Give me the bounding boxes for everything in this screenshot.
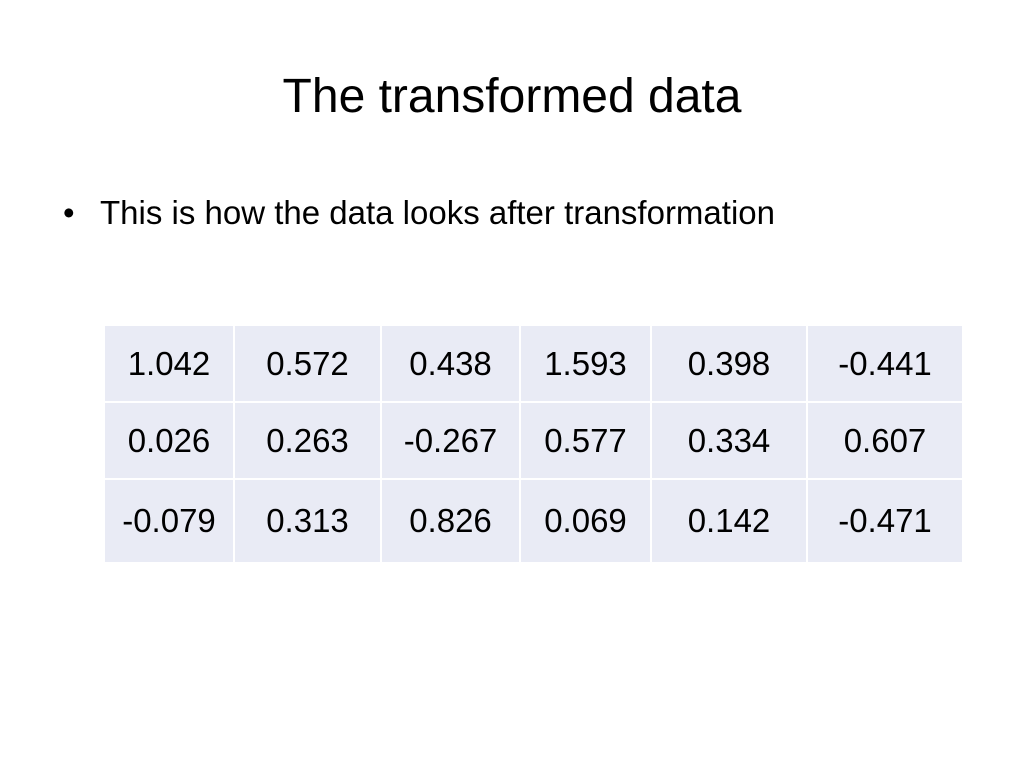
- table-cell: 0.826: [380, 478, 521, 564]
- table-cell: 0.026: [103, 401, 235, 480]
- table-cell: 0.577: [519, 401, 652, 480]
- table-cell: -0.471: [806, 478, 964, 564]
- table-cell: 0.607: [806, 401, 964, 480]
- table-cell: 1.042: [103, 324, 235, 403]
- table-cell: 0.263: [233, 401, 382, 480]
- table-row: -0.079 0.313 0.826 0.069 0.142 -0.471: [103, 478, 964, 564]
- bullet-item: This is how the data looks after transfo…: [60, 190, 775, 236]
- table-cell: -0.441: [806, 324, 964, 403]
- table-cell: 0.398: [650, 324, 808, 403]
- table-cell: 0.069: [519, 478, 652, 564]
- table-cell: 0.313: [233, 478, 382, 564]
- table-cell: 0.142: [650, 478, 808, 564]
- data-table: 1.042 0.572 0.438 1.593 0.398 -0.441 0.026 0.26…: [103, 324, 964, 564]
- slide-title: The transformed data: [282, 70, 742, 123]
- table-cell: 0.438: [380, 324, 521, 403]
- table-row: 1.042 0.572 0.438 1.593 0.398 -0.441: [103, 324, 964, 403]
- table-cell: -0.267: [380, 401, 521, 480]
- table-cell: -0.079: [103, 478, 235, 564]
- table-row: 0.026 0.263 -0.267 0.577 0.334 0.607: [103, 401, 964, 480]
- table-cell: 0.572: [233, 324, 382, 403]
- bullet-list: This is how the data looks after transfo…: [60, 190, 775, 236]
- table-cell: 1.593: [519, 324, 652, 403]
- table-cell: 0.334: [650, 401, 808, 480]
